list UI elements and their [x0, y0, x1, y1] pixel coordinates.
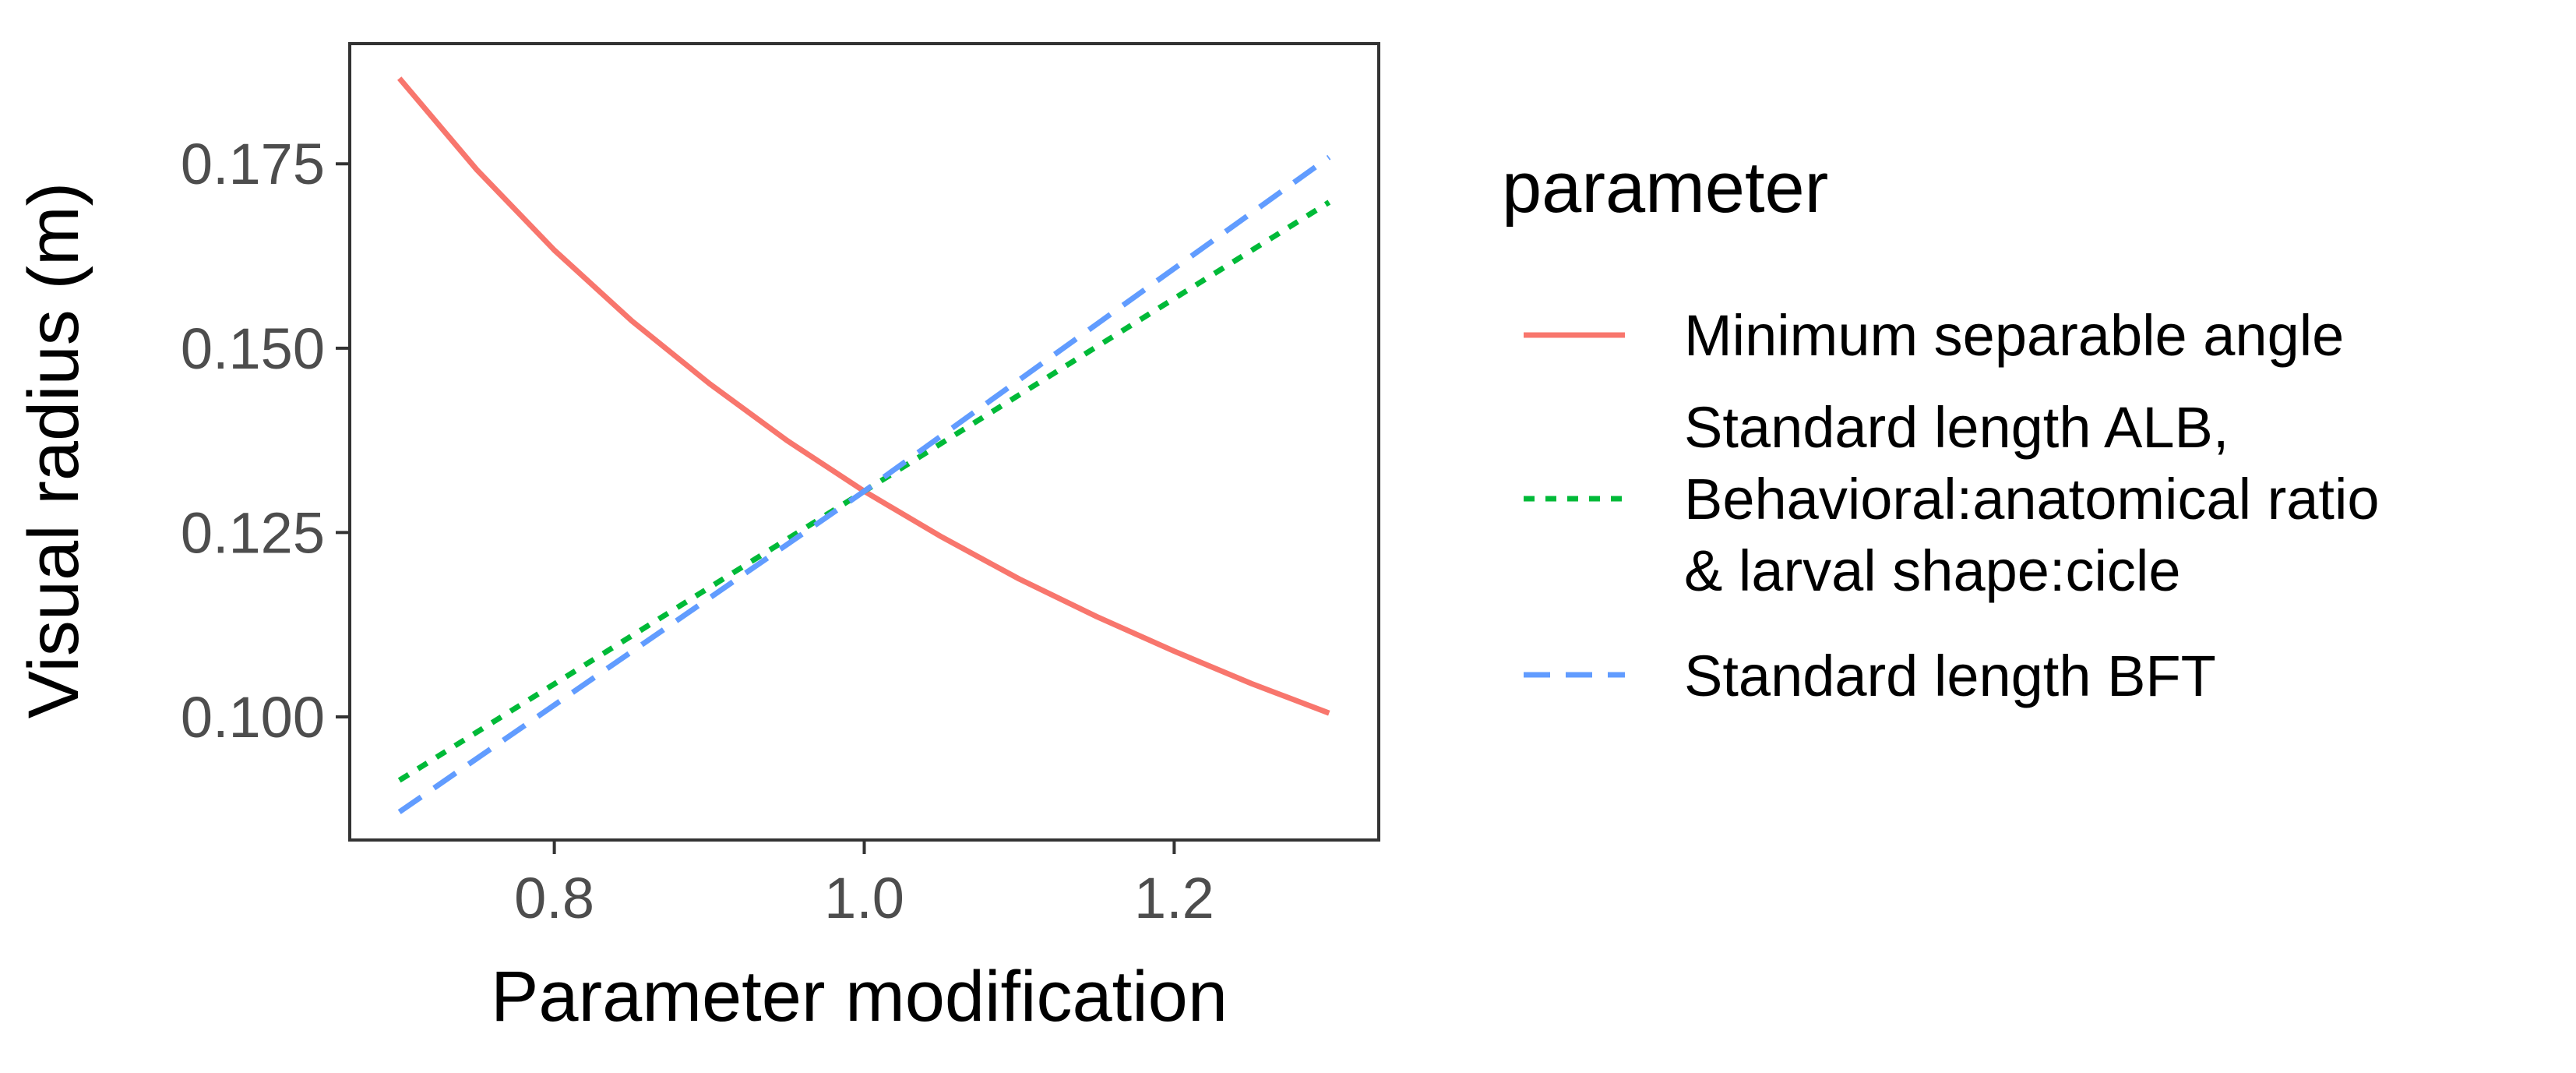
y-tick-label: 0.150: [181, 316, 325, 381]
y-tick-label: 0.125: [181, 500, 325, 565]
legend-items: Minimum separable angle Standard length A…: [1524, 303, 2380, 708]
y-tick-label: 0.100: [181, 685, 325, 750]
x-tick-label: 0.8: [514, 866, 594, 930]
legend-label-2: Behavioral:anatomical ratio: [1684, 467, 2380, 531]
y-axis: 0.100 0.125 0.150 0.175: [181, 132, 350, 750]
legend: parameter Minimum separable angle Standar…: [1502, 148, 2380, 708]
y-tick-label: 0.175: [181, 132, 325, 196]
x-axis-title: Parameter modification: [491, 957, 1228, 1036]
y-axis-title: Visual radius (m): [14, 182, 93, 719]
legend-label-3: Standard length BFT: [1684, 644, 2216, 708]
legend-label-1: Minimum separable angle: [1684, 303, 2344, 368]
series-line-3: [397, 154, 1331, 814]
legend-title: parameter: [1502, 148, 1828, 228]
x-axis: 0.8 1.0 1.2: [514, 840, 1214, 930]
series-lines: [397, 76, 1331, 814]
legend-label-2: & larval shape:cicle: [1684, 538, 2181, 603]
x-tick-label: 1.2: [1134, 866, 1214, 930]
legend-label-2: Standard length ALB,: [1684, 395, 2229, 460]
x-tick-label: 1.0: [824, 866, 904, 930]
